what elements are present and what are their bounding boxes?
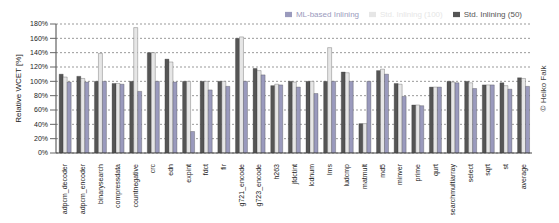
svg-text:jfdctint: jfdctint — [291, 164, 299, 185]
svg-text:40%: 40% — [34, 121, 48, 128]
svg-text:adpcm_encoder: adpcm_encoder — [79, 163, 87, 214]
svg-text:80%: 80% — [34, 92, 48, 99]
svg-text:180%: 180% — [30, 20, 48, 27]
svg-text:lms: lms — [326, 164, 333, 175]
svg-text:edn: edn — [167, 164, 174, 176]
svg-text:qurt: qurt — [432, 164, 440, 176]
svg-text:expint: expint — [185, 164, 193, 183]
svg-text:minver: minver — [396, 163, 403, 185]
svg-text:sqrt: sqrt — [484, 164, 492, 176]
svg-text:160%: 160% — [30, 35, 48, 42]
svg-text:g723_encode: g723_encode — [255, 164, 263, 207]
svg-text:matmult: matmult — [361, 164, 368, 189]
svg-text:0%: 0% — [38, 149, 48, 156]
svg-text:md5: md5 — [379, 164, 386, 178]
html-text:ML-based Inlining: ML-based Inlining — [295, 10, 359, 19]
svg-text:60%: 60% — [34, 106, 48, 113]
svg-text:compressdata: compressdata — [114, 164, 122, 208]
svg-text:prime: prime — [414, 164, 422, 182]
svg-text:20%: 20% — [34, 135, 48, 142]
svg-text:searchmultiarray: searchmultiarray — [449, 164, 457, 215]
svg-text:select: select — [467, 164, 474, 182]
svg-text:crc: crc — [149, 164, 156, 174]
svg-text:Relative WCET [%]: Relative WCET [%] — [14, 54, 23, 122]
svg-text:100%: 100% — [30, 78, 48, 85]
svg-text:fdct: fdct — [202, 164, 209, 175]
svg-text:140%: 140% — [30, 49, 48, 56]
svg-text:fir: fir — [220, 163, 227, 170]
svg-text:st: st — [502, 164, 509, 170]
svg-text:average: average — [520, 164, 528, 189]
svg-text:adpcm_decoder: adpcm_decoder — [61, 163, 69, 214]
svg-text:120%: 120% — [30, 63, 48, 70]
svg-text:h263: h263 — [273, 164, 280, 180]
svg-text:lcdnum: lcdnum — [308, 164, 315, 187]
svg-text:countnegative: countnegative — [132, 164, 140, 208]
html-text:Std. Inlining (50): Std. Inlining (50) — [463, 10, 522, 19]
svg-text:g721_encode: g721_encode — [238, 164, 246, 207]
svg-text:binarysearch: binarysearch — [97, 164, 105, 204]
html-text:© Heiko Falk: © Heiko Falk — [539, 65, 549, 111]
html-text:Std. Inlining (100): Std. Inlining (100) — [380, 10, 443, 19]
svg-text:ludcmp: ludcmp — [343, 164, 351, 187]
